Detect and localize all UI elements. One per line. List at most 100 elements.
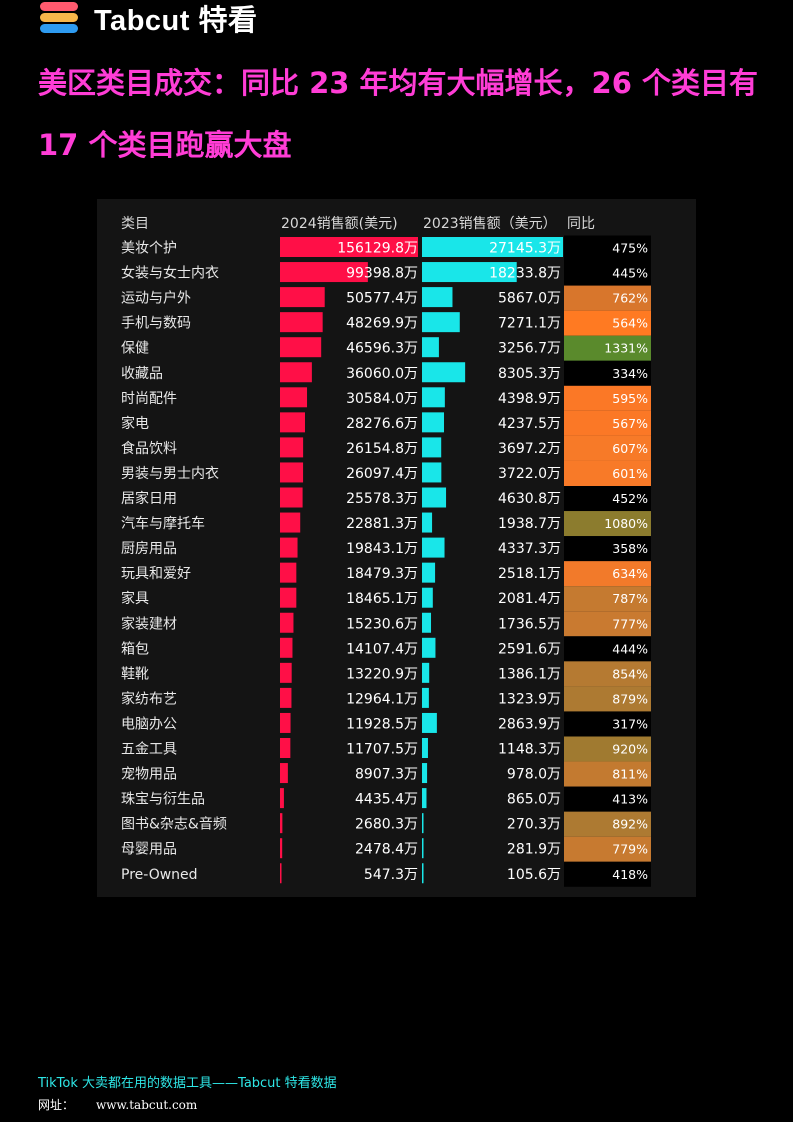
- yoy-value: 787%: [612, 591, 648, 606]
- yoy-value: 811%: [612, 767, 648, 782]
- bar-2023: [422, 687, 429, 708]
- value-2024: 13220.9万: [346, 666, 418, 682]
- tabcut-stack-logo-icon: [40, 2, 80, 34]
- value-2024: 18479.3万: [346, 566, 418, 582]
- yoy-value: 567%: [612, 416, 648, 431]
- value-2024: 19843.1万: [346, 541, 418, 557]
- category-label: 时尚配件: [121, 391, 177, 407]
- yoy-value: 595%: [612, 391, 648, 406]
- bar-2024: [280, 362, 312, 383]
- bar-2024: [280, 287, 325, 308]
- page-headline: 美区类目成交：同比 23 年均有大幅增长，26 个类目有 17 个类目跑赢大盘: [38, 66, 759, 162]
- yoy-value: 920%: [612, 742, 648, 757]
- category-label: 鞋靴: [121, 666, 149, 682]
- sales-comparison-table: 类目 2024销售额(美元) 2023销售额（美元） 同比 美妆个护 156129…: [97, 199, 696, 897]
- yoy-cell: [564, 486, 651, 512]
- bar-2023: [422, 412, 445, 433]
- yoy-value: 334%: [612, 366, 648, 381]
- value-2023: 4398.9万: [498, 391, 561, 407]
- bar-2023: [422, 813, 424, 834]
- value-2024: 156129.8万: [337, 241, 418, 257]
- bar-2024: [280, 537, 298, 558]
- value-2023: 4237.5万: [498, 416, 561, 432]
- value-2024: 2680.3万: [355, 817, 418, 833]
- category-label: 美妆个护: [121, 241, 177, 257]
- bar-2024: [280, 863, 282, 884]
- yoy-cell: [564, 686, 651, 712]
- yoy-value: 634%: [612, 566, 648, 581]
- value-2023: 18233.8万: [489, 266, 561, 282]
- yoy-cell: [564, 360, 651, 386]
- value-2023: 105.6万: [507, 867, 561, 883]
- bar-2023: [422, 537, 445, 558]
- value-2023: 270.3万: [507, 817, 561, 833]
- category-label: 汽车与摩托车: [121, 515, 205, 532]
- bar-2024: [280, 637, 293, 658]
- bar-2024: [280, 237, 418, 257]
- category-label: 家装建材: [121, 615, 177, 632]
- bar-2023: [422, 863, 424, 884]
- brand-logo: Tabcut 特看: [40, 2, 257, 37]
- bar-2023: [422, 237, 563, 257]
- bar-2024: [280, 612, 294, 633]
- yoy-cell: [564, 786, 651, 812]
- value-2023: 4630.8万: [498, 491, 561, 507]
- yoy-cell: [564, 536, 651, 562]
- header-2023-sales: 2023销售额（美元）: [423, 216, 557, 232]
- yoy-cell: [564, 561, 651, 587]
- value-2024: 48269.9万: [346, 316, 418, 332]
- category-label: 厨房用品: [121, 541, 177, 557]
- yoy-cell: [564, 836, 651, 862]
- value-2023: 2863.9万: [498, 716, 561, 732]
- yoy-value: 317%: [612, 716, 648, 731]
- value-2023: 5867.0万: [498, 291, 561, 307]
- value-2023: 1148.3万: [498, 742, 561, 758]
- category-label: 家电: [121, 415, 149, 432]
- value-2024: 99398.8万: [346, 266, 418, 282]
- footer-url-label: 网址：: [38, 1098, 75, 1112]
- yoy-value: 475%: [612, 241, 648, 256]
- yoy-value: 892%: [612, 817, 648, 832]
- category-label: 珠宝与衍生品: [121, 792, 205, 808]
- category-label: 运动与户外: [121, 290, 191, 307]
- bar-2023: [422, 312, 460, 333]
- bar-2023: [422, 662, 430, 683]
- bar-2024: [280, 813, 283, 834]
- yoy-cell: [564, 410, 651, 436]
- value-2024: 36060.0万: [346, 366, 418, 382]
- bar-2023: [422, 387, 445, 408]
- value-2023: 2081.4万: [498, 591, 561, 607]
- bar-2023: [422, 487, 447, 508]
- footer-url[interactable]: www.tabcut.com: [96, 1098, 198, 1112]
- category-label: 手机与数码: [121, 316, 191, 332]
- yoy-value: 418%: [612, 867, 648, 882]
- bar-2024: [280, 562, 297, 583]
- bar-2023: [422, 337, 439, 358]
- value-2024: 15230.6万: [346, 616, 418, 632]
- value-2023: 2591.6万: [498, 641, 561, 657]
- value-2023: 281.9万: [507, 842, 561, 858]
- yoy-value: 601%: [612, 466, 648, 481]
- category-label: 图书&杂志&音频: [121, 816, 227, 833]
- value-2023: 7271.1万: [498, 316, 561, 332]
- bar-2024: [280, 262, 368, 283]
- yoy-value: 413%: [612, 792, 648, 807]
- value-2024: 8907.3万: [355, 767, 418, 783]
- category-label: 女装与女士内衣: [121, 265, 219, 282]
- yoy-cell: [564, 260, 651, 286]
- category-label: 电脑办公: [121, 716, 177, 732]
- value-2024: 12964.1万: [346, 691, 418, 707]
- bar-2023: [422, 763, 428, 784]
- brand-name: Tabcut 特看: [94, 5, 258, 37]
- yoy-value: 1331%: [604, 341, 648, 356]
- header-2024-sales: 2024销售额(美元): [281, 216, 398, 232]
- yoy-value: 762%: [612, 291, 648, 306]
- yoy-value: 444%: [612, 641, 648, 656]
- footer-website: 网址： www.tabcut.com: [38, 1096, 197, 1113]
- yoy-value: 779%: [612, 842, 648, 857]
- bar-2024: [280, 838, 283, 859]
- category-label: 男装与男士内衣: [121, 466, 219, 482]
- value-2023: 2518.1万: [498, 566, 561, 582]
- value-2023: 4337.3万: [498, 541, 561, 557]
- yoy-value: 358%: [612, 541, 648, 556]
